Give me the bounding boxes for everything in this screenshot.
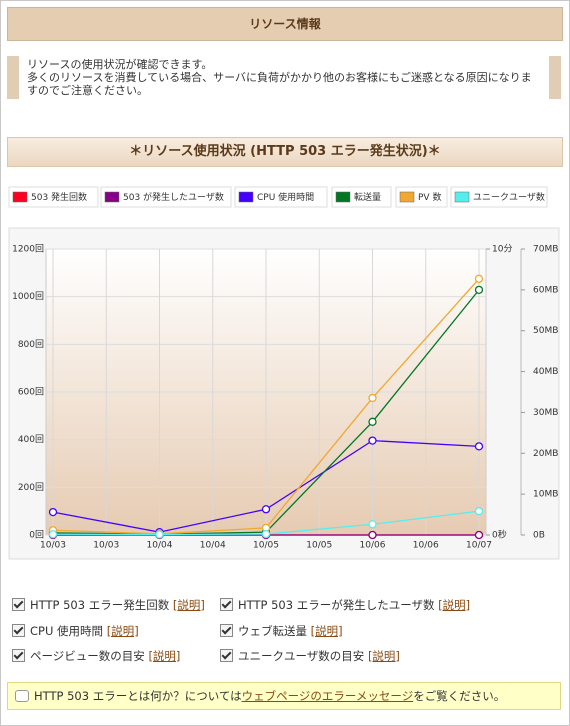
data-point xyxy=(474,274,484,283)
y-tick-label: 200回 xyxy=(18,482,44,493)
legend-swatch xyxy=(454,191,470,203)
y3-tick-label: 70MB xyxy=(533,245,558,255)
option-link[interactable]: [説明] xyxy=(367,649,400,663)
x-tick-label: 10/07 xyxy=(466,541,492,551)
y3-tick-label: 40MB xyxy=(533,367,558,377)
y-tick-label: 600回 xyxy=(18,387,44,398)
y-tick-label: 400回 xyxy=(18,434,44,445)
y3-tick-label: 20MB xyxy=(533,449,558,459)
y-tick-label: 1000回 xyxy=(12,291,44,302)
footer: HTTP 503 エラーとは何か？についてはウェブページのエラーメッセージをご覧… xyxy=(7,682,561,710)
legend-swatch xyxy=(12,191,28,203)
x-tick-label: 10/06 xyxy=(413,541,439,551)
legend-swatch xyxy=(399,191,415,203)
option: ユニークユーザ数の目安 [説明] xyxy=(220,647,400,665)
checkbox[interactable] xyxy=(220,598,233,611)
legend-frame xyxy=(450,186,548,208)
x-tick-label: 10/03 xyxy=(40,541,66,551)
checkbox[interactable] xyxy=(12,598,25,611)
legend-frame xyxy=(100,186,232,208)
footer-link[interactable]: ウェブページのエラーメッセージ xyxy=(241,689,414,703)
footer-text: をご覧ください。 xyxy=(413,689,506,703)
data-point xyxy=(474,442,484,451)
legend-frame xyxy=(234,186,328,208)
legend-swatch xyxy=(238,191,254,203)
data-point xyxy=(368,520,377,529)
data-point xyxy=(474,530,484,540)
y3-tick-label: 0B xyxy=(533,531,545,541)
checkbox[interactable] xyxy=(12,649,25,662)
data-point xyxy=(368,417,377,426)
notice-line: 多くのリソースを消費している場合、サーバに負荷がかかり他のお客様にもご迷惑となる… xyxy=(27,71,532,97)
y3-tick-label: 60MB xyxy=(533,285,558,295)
data-point xyxy=(368,530,377,540)
checkbox[interactable] xyxy=(220,623,233,637)
notice: リソースの使用状況が確認できます。 多くのリソースを消費している場合、サーバに負… xyxy=(7,56,561,99)
data-point xyxy=(48,530,58,539)
data-point xyxy=(261,505,271,514)
option-link[interactable]: [説明] xyxy=(172,598,205,612)
option-link[interactable]: [説明] xyxy=(310,623,343,638)
legend-label: 503 発生回数 xyxy=(31,191,87,203)
option-label: HTTP 503 エラー発生回数 xyxy=(30,598,170,612)
legend-swatch xyxy=(104,191,120,203)
x-tick-label: 10/04 xyxy=(147,541,173,551)
option: HTTP 503 エラー発生回数 [説明] xyxy=(12,596,205,614)
y-tick-label: 0回 xyxy=(29,530,44,541)
y2-tick-label: 0秒 xyxy=(492,529,507,541)
legend-label: CPU 使用時間 xyxy=(257,191,314,203)
footer-text: HTTP 503 エラーとは何か？については xyxy=(34,689,242,703)
y3-tick-label: 50MB xyxy=(533,326,558,336)
legend-label: 転送量 xyxy=(354,191,381,203)
legend-frame xyxy=(8,186,99,208)
option: HTTP 503 エラーが発生したユーザ数 [説明] xyxy=(220,596,470,614)
option-link[interactable]: [説明] xyxy=(106,623,139,638)
info-icon xyxy=(15,690,29,702)
legend-label: PV 数 xyxy=(418,191,441,203)
legend-label: ユニークユーザ数 xyxy=(473,191,545,203)
option: ページビュー数の目安 [説明] xyxy=(12,647,180,665)
x-tick-label: 10/05 xyxy=(306,541,332,551)
notice-line: リソースの使用状況が確認できます。 xyxy=(27,58,213,71)
option: CPU 使用時間 [説明] xyxy=(12,622,139,640)
y3-tick-label: 10MB xyxy=(533,490,558,500)
data-point xyxy=(155,530,164,539)
option-label: HTTP 503 エラーが発生したユーザ数 xyxy=(238,598,435,612)
header-title: リソース情報 xyxy=(7,7,563,41)
option: ウェブ転送量 [説明] xyxy=(220,622,343,640)
section-title: ＊リソース使用状況 (HTTP 503 エラー発生状況)＊ xyxy=(7,137,563,167)
legend-label: 503 が発生したユーザ数 xyxy=(123,191,224,203)
option-link[interactable]: [説明] xyxy=(438,598,471,612)
option-label: CPU 使用時間 xyxy=(30,623,104,638)
y3-tick-label: 30MB xyxy=(533,408,558,418)
option-label: ウェブ転送量 xyxy=(238,623,307,638)
data-point xyxy=(48,507,58,517)
x-tick-label: 10/03 xyxy=(93,541,119,551)
y-tick-label: 800回 xyxy=(18,339,44,350)
option-label: ユニークユーザ数の目安 xyxy=(238,649,365,663)
option-link[interactable]: [説明] xyxy=(148,649,181,663)
y2-tick-label: 10分 xyxy=(492,244,512,255)
data-point xyxy=(474,285,484,295)
chart: 503 発生回数 503 が発生したユーザ数 CPU 使用時間 転送量 PV 数 ユニーク… xyxy=(8,186,560,560)
legend-swatch xyxy=(335,191,351,203)
checkbox[interactable] xyxy=(220,649,233,662)
x-tick-label: 10/04 xyxy=(200,541,226,551)
x-tick-label: 10/05 xyxy=(253,541,279,551)
data-point xyxy=(474,507,484,516)
data-point xyxy=(368,436,377,445)
data-point xyxy=(368,393,377,403)
x-tick-label: 10/06 xyxy=(360,541,386,551)
option-label: ページビュー数の目安 xyxy=(30,649,145,663)
checkbox[interactable] xyxy=(12,623,25,637)
data-point xyxy=(261,529,271,539)
y-tick-label: 1200回 xyxy=(12,244,44,255)
